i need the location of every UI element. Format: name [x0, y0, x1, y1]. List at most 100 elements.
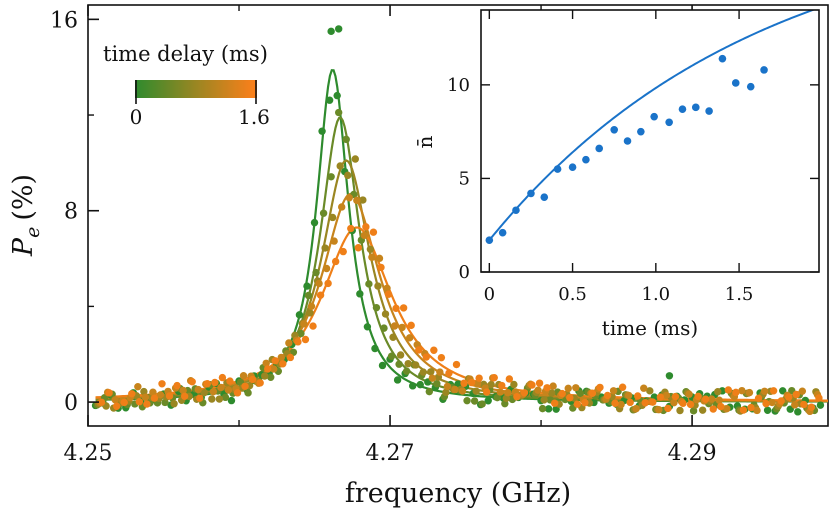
data-point	[564, 384, 572, 393]
y-axis-label: Pe (%)	[8, 174, 44, 257]
data-point	[363, 323, 372, 331]
data-point	[603, 391, 612, 400]
data-point	[244, 389, 252, 397]
data-point-outlier	[327, 27, 335, 36]
inset-fit-line	[488, 10, 816, 241]
data-point	[694, 392, 702, 401]
data-point	[233, 389, 242, 397]
data-point	[470, 397, 479, 405]
data-point	[165, 392, 174, 400]
data-point	[626, 398, 634, 407]
data-point	[510, 380, 518, 389]
data-point	[566, 394, 574, 402]
data-point	[362, 223, 370, 231]
data-point	[791, 401, 799, 409]
data-point	[319, 209, 328, 217]
data-point	[419, 368, 427, 376]
data-point	[180, 392, 189, 401]
inset-y-tick-label: 5	[459, 168, 470, 189]
colorbar-title: time delay (ms)	[103, 42, 268, 66]
data-point	[309, 322, 317, 330]
data-point	[158, 380, 166, 388]
data-point	[328, 213, 337, 222]
data-point	[383, 284, 391, 292]
data-point	[778, 387, 787, 395]
data-point	[316, 291, 325, 299]
inset-data-point	[623, 137, 632, 145]
data-point	[588, 389, 597, 397]
data-point	[374, 282, 382, 290]
data-point	[196, 394, 204, 402]
data-point	[428, 374, 437, 382]
data-point	[310, 218, 319, 227]
data-point	[300, 320, 308, 328]
data-point	[371, 344, 379, 353]
data-point-outlier	[665, 372, 674, 380]
data-point	[396, 351, 405, 359]
inset-data-point	[665, 118, 673, 127]
data-point	[380, 324, 388, 332]
inset-data-point	[610, 125, 619, 134]
data-point	[412, 361, 420, 369]
data-point	[701, 395, 710, 403]
data-point	[777, 397, 785, 405]
data-point	[331, 257, 340, 266]
data-point	[437, 353, 446, 362]
data-point	[611, 399, 619, 407]
data-point	[303, 282, 311, 290]
data-point	[390, 322, 399, 330]
data-point	[540, 396, 548, 404]
inset-x-tick-label: 1.0	[642, 284, 671, 305]
data-point	[134, 382, 142, 391]
data-point	[535, 379, 544, 387]
data-point	[295, 311, 304, 319]
data-point	[632, 404, 640, 413]
data-point	[538, 404, 547, 413]
inset-data-point	[568, 163, 577, 171]
data-point	[715, 396, 723, 404]
data-point	[211, 378, 219, 387]
inset-data-point	[582, 155, 590, 164]
data-point	[496, 388, 504, 396]
data-point	[528, 381, 536, 389]
main-axes: 4.25 4.27 4.29 0 8 16	[50, 5, 717, 466]
data-point	[381, 310, 390, 318]
inset-data-point	[637, 127, 645, 136]
y-tick-label: 0	[64, 391, 78, 416]
data-point	[655, 405, 663, 414]
data-point	[200, 388, 208, 397]
data-point	[112, 402, 121, 410]
data-point	[698, 406, 707, 414]
data-point	[768, 398, 776, 407]
data-point	[676, 406, 684, 415]
data-point	[267, 373, 275, 381]
data-point	[739, 406, 748, 414]
data-point	[547, 389, 556, 397]
data-point	[662, 391, 671, 400]
data-point	[816, 401, 825, 409]
data-point	[105, 389, 113, 397]
data-point-outlier	[334, 25, 343, 33]
data-point	[498, 381, 506, 390]
inset-background	[481, 10, 819, 272]
data-point	[366, 245, 375, 253]
data-point	[442, 388, 450, 397]
data-point	[327, 173, 335, 181]
inset-y-axis-label: n̄	[413, 135, 437, 148]
data-point	[415, 346, 423, 354]
data-point	[769, 387, 778, 395]
data-point	[732, 388, 740, 397]
data-point	[572, 384, 580, 392]
data-point	[359, 196, 367, 204]
data-point	[97, 398, 106, 407]
inset-data-point	[498, 228, 507, 237]
inset-data-points	[485, 54, 768, 244]
data-point	[478, 400, 486, 408]
inset-fit-curve	[488, 10, 816, 241]
data-point	[753, 406, 761, 415]
data-point	[392, 304, 400, 313]
data-point	[179, 386, 187, 395]
x-tick-label: 4.27	[366, 441, 415, 466]
data-point	[377, 263, 385, 272]
data-point	[685, 390, 693, 398]
